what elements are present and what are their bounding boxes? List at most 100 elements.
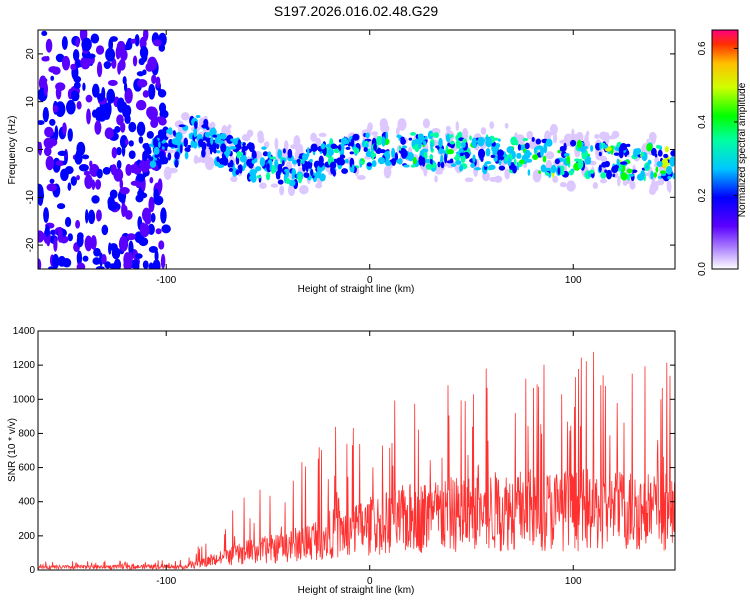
spectrogram-noise-blob <box>155 76 161 89</box>
spectrogram-signal-blob <box>477 148 486 159</box>
spectrogram-signal-blob <box>412 156 417 165</box>
spectrogram-signal-blob <box>252 153 257 159</box>
spectrogram-signal-blob <box>150 156 154 161</box>
spectrogram-noise-blob <box>42 107 49 123</box>
spectrogram-signal-blob <box>352 133 360 141</box>
spectrogram-halo-blob <box>522 163 528 169</box>
spectrogram-noise-blob <box>133 259 140 269</box>
spectrogram-noise-blob <box>55 53 65 63</box>
spectrogram-signal-blob <box>184 146 191 153</box>
spectrogram-signal-blob <box>340 137 349 145</box>
spectrogram-signal-blob <box>220 143 227 153</box>
spectrogram-noise-blob <box>91 109 98 118</box>
spectrogram-noise-blob <box>76 232 84 240</box>
spectrogram-noise-blob <box>123 81 128 93</box>
spectrogram-signal-blob <box>179 144 183 154</box>
spectrogram-signal-blob <box>159 150 165 160</box>
spectrogram-halo-blob <box>455 121 460 132</box>
spectrogram-noise-blob <box>104 127 114 140</box>
spectrogram-noise-blob <box>52 104 59 113</box>
spectrogram-noise-blob <box>76 174 80 181</box>
spectrogram-signal-blob <box>542 155 547 163</box>
spectrogram-noise-blob <box>149 109 155 120</box>
spectrogram-halo-blob <box>526 130 534 140</box>
spectrogram-signal-blob <box>488 164 496 170</box>
spectrogram-halo-blob <box>445 125 451 132</box>
spectrogram-halo-blob <box>504 168 511 180</box>
spectrogram-signal-blob <box>267 162 270 171</box>
spectrogram-noise-blob <box>73 81 81 90</box>
spectrogram-halo-blob <box>592 182 599 189</box>
spectrogram-signal-blob <box>527 169 531 176</box>
spectrogram-noise-blob <box>83 170 91 176</box>
spectrogram-signal-blob <box>318 159 324 168</box>
spectrogram-signal-blob <box>193 120 198 130</box>
spectrogram-noise-blob <box>41 30 48 37</box>
spectrogram-signal-blob <box>254 167 258 174</box>
spectrogram-signal-blob <box>365 132 370 139</box>
spectrogram-signal-blob <box>570 139 577 147</box>
spectrogram-signal-blob <box>577 158 584 170</box>
spectrogram-halo-blob <box>607 135 617 140</box>
spectrogram-halo-blob <box>257 130 264 141</box>
spectrogram-noise-blob <box>48 66 59 73</box>
spectrogram-noise-blob <box>128 240 134 257</box>
spectrogram-x-ticks: -100 0 100 <box>156 30 582 286</box>
spectrogram-noise-blob <box>91 195 100 204</box>
spectrogram-signal-blob <box>485 148 491 157</box>
spectrogram-noise-blob <box>43 82 48 96</box>
spectrogram-signal-blob <box>302 158 305 165</box>
snr-x-ticks: -100 0 100 <box>156 331 582 587</box>
spectrogram-noise-blob <box>126 233 136 241</box>
spectrogram-signal-blob <box>566 155 570 165</box>
spectrogram-halo-blob <box>464 177 474 183</box>
spectrogram-signal-blob <box>408 137 413 141</box>
x-tick-label: -100 <box>156 275 176 286</box>
y-tick-label: 400 <box>18 497 35 508</box>
spectrogram-signal-blob <box>230 138 234 142</box>
spectrogram-noise-blob <box>38 141 43 156</box>
spectrogram-signal-blob <box>363 147 368 153</box>
spectrogram-signal-blob <box>333 148 340 154</box>
spectrogram-signal-blob <box>153 137 158 146</box>
spectrogram-signal-blob <box>659 170 667 174</box>
spectrogram-signal-blob <box>172 130 176 136</box>
spectrogram-signal-blob <box>228 167 234 172</box>
spectrogram-noise-blob <box>70 90 79 102</box>
spectrogram-noise-blob <box>129 164 140 174</box>
spectrogram-signal-blob <box>544 172 550 176</box>
spectrogram-signal-blob <box>515 139 519 146</box>
spectrogram-noise-blob <box>57 255 67 267</box>
spectrogram-noise-blob <box>54 125 59 141</box>
spectrogram-signal-blob <box>506 146 514 154</box>
spectrogram-noise-blob <box>106 101 112 117</box>
spectrogram-halo-blob <box>196 156 205 161</box>
spectrogram-noise-blob <box>67 182 72 191</box>
spectrogram-noise-blob <box>38 120 45 126</box>
spectrogram-noise-blob <box>138 136 144 144</box>
spectrogram-signal-blob <box>633 148 638 158</box>
spectrogram-signal-blob <box>600 172 607 179</box>
spectrogram-halo-blob <box>546 131 554 136</box>
spectrogram-signal-blob <box>344 158 349 164</box>
spectrogram-noise-blob <box>96 61 103 78</box>
spectrogram-signal-blob <box>278 163 283 168</box>
spectrogram-noise-blob <box>80 56 91 70</box>
spectrogram-noise-blob <box>108 38 114 51</box>
spectrogram-signal-blob <box>559 145 566 152</box>
spectrogram-signal-blob <box>599 142 602 151</box>
spectrogram-signal-blob <box>432 162 437 169</box>
spectrogram-signal-blob <box>640 170 645 178</box>
y-tick-label: 1000 <box>13 394 36 405</box>
spectrogram-noise-blob <box>118 235 129 252</box>
spectrogram-noise-blob <box>94 179 102 190</box>
spectrogram-signal-blob <box>640 151 644 157</box>
y-tick-label: -20 <box>25 237 36 252</box>
spectrogram-noise-blob <box>110 164 117 176</box>
spectrogram-x-label: Height of straight line (km) <box>298 284 415 295</box>
spectrogram-noise-blob <box>111 146 118 159</box>
spectrogram-signal-blob <box>265 172 271 181</box>
spectrogram-signal-blob <box>216 156 220 163</box>
snr-y-label: SNR (10 * v/v) <box>7 418 18 482</box>
spectrogram-signal-blob <box>326 143 332 148</box>
